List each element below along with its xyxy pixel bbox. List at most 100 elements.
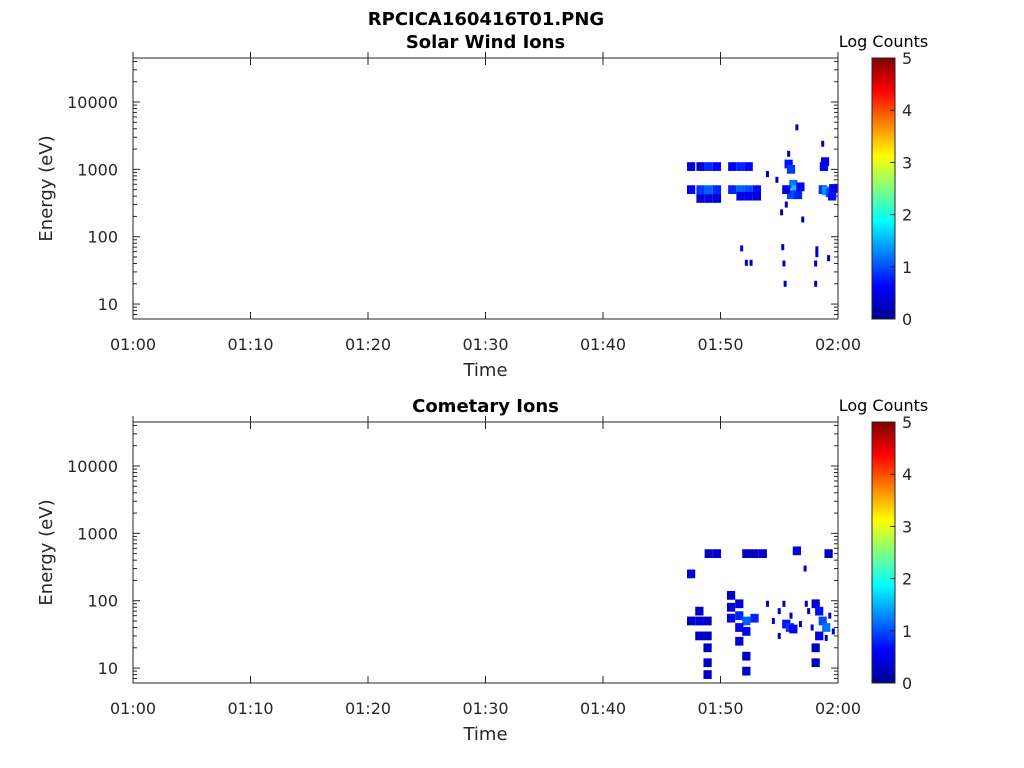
data-point [777,632,781,639]
colorbar-label: Log Counts [839,32,929,51]
data-point [777,608,781,615]
data-cell [703,658,712,668]
data-cell [819,162,829,171]
data-point [784,201,788,208]
data-cell [726,590,736,600]
data-point [795,124,799,131]
data-cell [704,185,713,195]
y-axis-label: Energy (eV) [36,135,57,241]
data-cell [695,631,704,641]
data-cell [782,185,791,195]
data-point [771,617,775,624]
data-cell [789,624,798,634]
data-cell [750,549,759,559]
x-tick-label: 01:00 [110,699,156,718]
data-cell [703,643,712,653]
data-point [782,600,786,607]
data-cell [820,157,830,167]
colorbar-tick-label: 0 [902,674,912,693]
data-cell [786,190,796,200]
data-cell [703,670,712,679]
data-cell [815,606,824,616]
data-cell [735,636,744,646]
data-point [782,260,786,267]
data-point [744,259,748,266]
x-tick-label: 01:00 [110,335,156,354]
data-cell [704,162,713,171]
data-cell [687,185,696,195]
y-tick-label: 1000 [77,524,118,543]
data-cell [712,185,722,195]
data-point [807,608,811,615]
data-cell [726,602,736,612]
data-cell [742,549,751,559]
data-cell [818,616,827,626]
data-cell [726,613,736,623]
y-tick-label: 10 [98,295,118,314]
y-tick-label: 100 [87,592,118,611]
y-axis-label: Energy (eV) [36,499,57,605]
data-cell [822,623,831,632]
data-cell [703,616,712,626]
colorbar-tick-label: 3 [902,517,912,536]
data-cell [789,179,798,189]
data-point [766,171,769,178]
colorbar-tick-label: 1 [902,622,912,641]
data-cell [696,194,705,203]
data-cell [728,162,737,171]
x-tick-label: 01:10 [227,335,273,354]
data-cell [828,191,837,201]
data-cell [742,616,751,626]
data-point [831,628,835,635]
data-cell [811,658,820,668]
colorbar-tick-label: 3 [902,153,912,172]
data-cell [704,549,713,559]
data-cell [750,613,759,623]
data-point [827,255,831,262]
data-cell [742,627,751,636]
y-tick-label: 10000 [67,457,118,476]
data-point [814,280,818,287]
data-cell [687,569,696,579]
data-point [821,140,825,147]
data-point [749,259,753,266]
data-cell [736,185,745,195]
data-point [828,612,832,619]
figure-title: RPCICA160416T01.PNG [368,9,604,30]
data-cell [712,162,722,171]
data-point [740,245,744,252]
data-cell [744,185,753,195]
data-cell [695,606,704,616]
colorbar-tick-label: 2 [902,206,912,225]
colorbar-tick-label: 4 [902,101,912,120]
data-point [798,621,802,628]
x-tick-label: 01:40 [580,699,626,718]
data-cells [687,124,838,287]
data-point [801,216,805,223]
panels: 01:00 01:10 01:20 01:30 01:40 01:50 02:0010100… [36,32,928,745]
x-tick-label: 01:10 [227,699,273,718]
data-point [775,176,779,183]
y-tick-label: 100 [87,228,118,247]
colorbar-tick-label: 5 [902,49,912,68]
panel-title: Solar Wind Ions [406,32,565,53]
data-cell [712,194,722,203]
data-cell [696,162,705,171]
data-cell [742,651,751,661]
colorbar [871,421,896,684]
data-cell [752,191,762,201]
data-cell [687,616,696,626]
data-point [815,251,819,258]
data-cells [687,546,835,679]
data-point [815,246,819,253]
x-tick-label: 02:00 [815,699,861,718]
data-point [810,624,814,631]
data-cell [811,599,820,609]
x-tick-label: 01:20 [345,699,391,718]
data-cell [735,623,744,632]
x-tick-label: 01:30 [462,335,508,354]
data-cell [696,185,705,195]
data-cell [687,162,696,171]
y-tick-label: 10 [98,659,118,678]
